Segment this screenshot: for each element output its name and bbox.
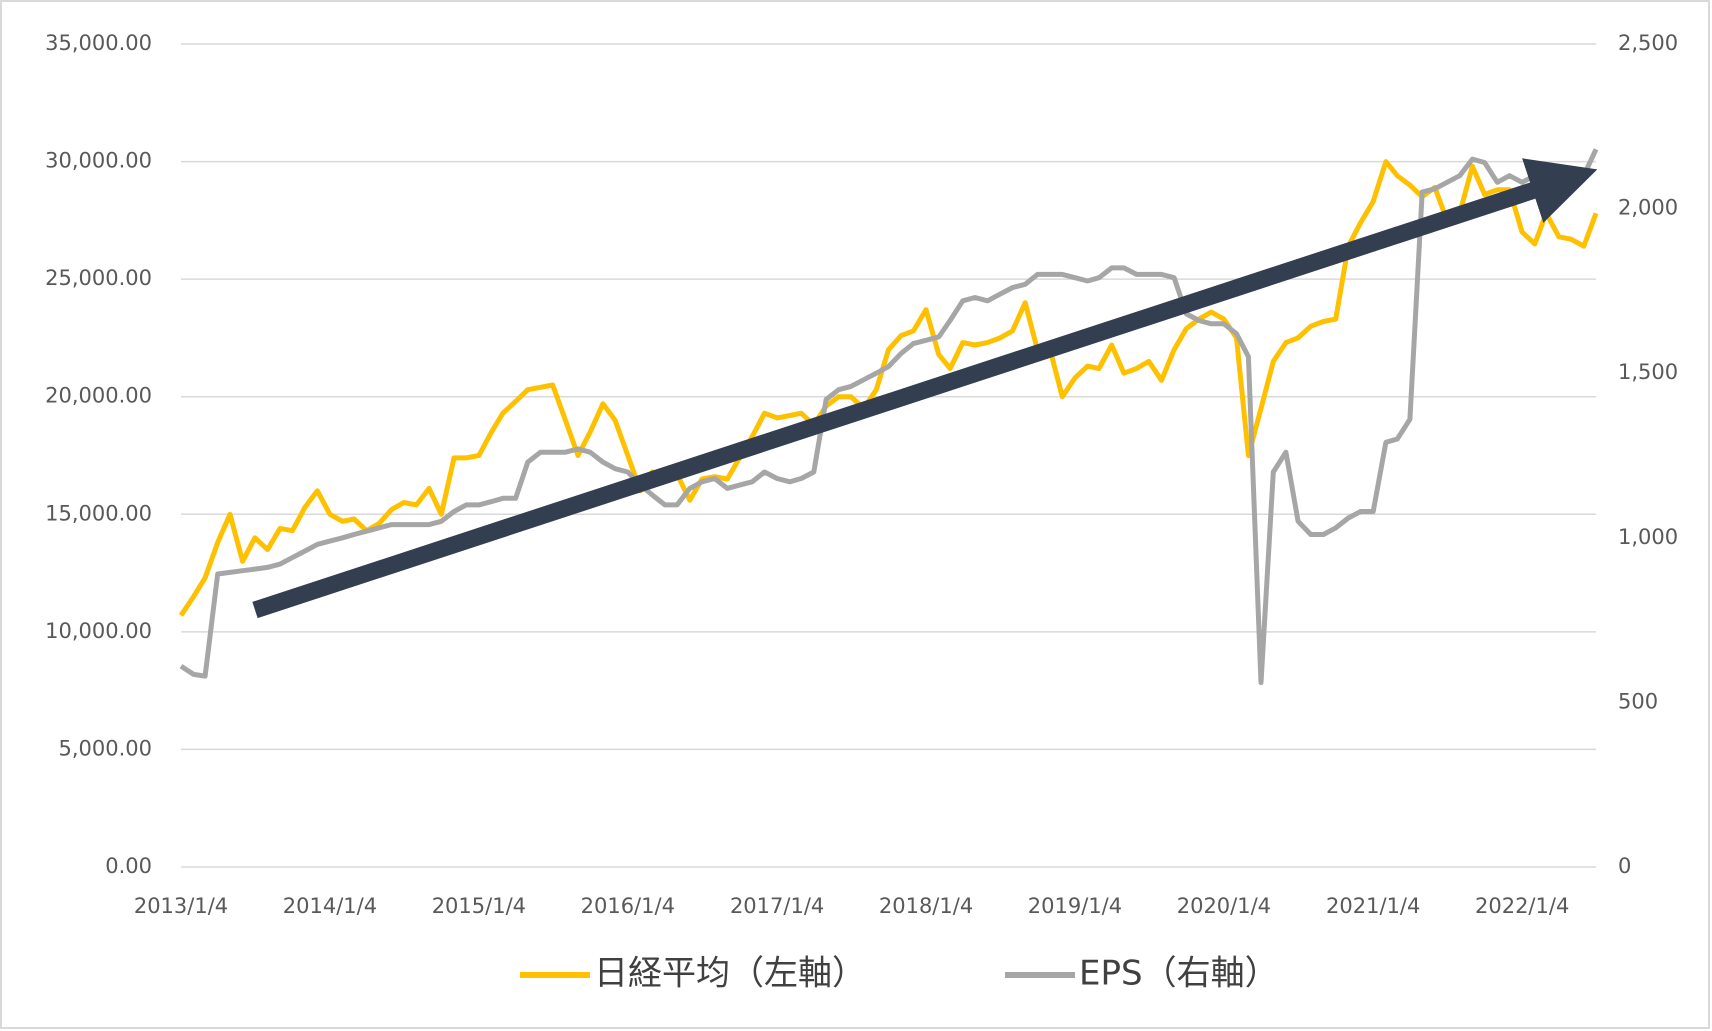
series-line	[179, 148, 1599, 686]
series-line	[178, 159, 1599, 617]
grid: 0.00 5,000.00 10,000.00 15,000.00 20,000.00 2…	[45, 31, 1678, 918]
x-tick-label: 2018/1/4	[879, 894, 973, 918]
y2-tick-label: 2,000	[1618, 196, 1678, 220]
x-tick-label: 2013/1/4	[134, 894, 228, 918]
y-tick-label: 25,000.00	[45, 266, 152, 290]
y-tick-label: 30,000.00	[45, 149, 152, 173]
y-tick-label: 15,000.00	[45, 501, 152, 525]
legend-label: 日経平均（左軸）	[594, 954, 866, 994]
x-tick-label: 2021/1/4	[1326, 894, 1420, 918]
x-tick-label: 2017/1/4	[730, 894, 824, 918]
legend: 日経平均（左軸） EPS（右軸）	[520, 954, 1279, 994]
y2-tick-label: 0	[1618, 854, 1631, 878]
y2-tick-label: 500	[1618, 689, 1658, 713]
x-tick-label: 2016/1/4	[581, 894, 675, 918]
x-tick-label: 2019/1/4	[1028, 894, 1122, 918]
lines	[178, 148, 1599, 686]
legend-label: EPS（右軸）	[1079, 954, 1279, 994]
y-tick-label: 5,000.00	[58, 736, 152, 760]
y2-tick-label: 2,500	[1618, 31, 1678, 55]
x-tick-label: 2022/1/4	[1475, 894, 1569, 918]
x-tick-label: 2014/1/4	[283, 894, 377, 918]
y2-tick-label: 1,000	[1618, 525, 1678, 549]
y-tick-label: 20,000.00	[45, 384, 152, 408]
y2-tick-label: 1,500	[1618, 360, 1678, 384]
x-tick-label: 2020/1/4	[1177, 894, 1271, 918]
y-tick-label: 0.00	[105, 854, 152, 878]
y-tick-label: 35,000.00	[45, 31, 152, 55]
x-tick-label: 2015/1/4	[432, 894, 526, 918]
y-tick-label: 10,000.00	[45, 619, 152, 643]
trend-arrow	[252, 158, 1598, 619]
